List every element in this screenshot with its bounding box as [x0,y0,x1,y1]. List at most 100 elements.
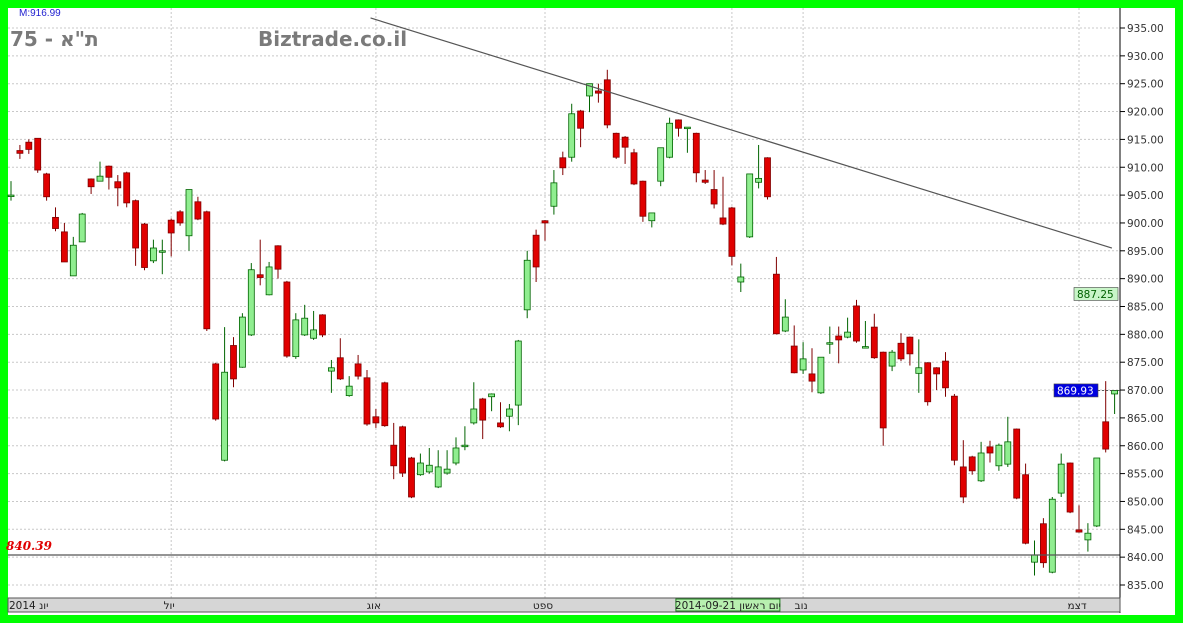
candle-body [230,345,237,380]
candle-body [968,456,976,472]
x-tick-label: יול [164,600,175,612]
candle-body [532,234,540,268]
candle-body [114,181,122,189]
candle-body [951,395,958,461]
candle-body [648,212,656,222]
y-tick-label: 890.00 [1127,274,1164,286]
candle [408,456,415,499]
candle [879,351,887,446]
candle [69,236,77,277]
candle [416,453,424,476]
candle-body [470,408,478,424]
candle [105,165,113,190]
candle-body [479,398,487,421]
candle [630,148,638,186]
y-tick-label: 875.00 [1127,357,1164,369]
candle-body [1084,532,1092,541]
candle [666,117,673,159]
candle [577,109,584,148]
candle-body [568,113,576,158]
y-tick-label: 880.00 [1127,329,1164,341]
candle-body [853,305,860,342]
candle-body [675,119,682,129]
candle [336,338,344,381]
candle-body [141,223,148,268]
candle-body [550,182,558,207]
candle [710,170,718,209]
candle [1013,428,1021,500]
candle [1048,496,1056,574]
candle [238,313,246,368]
candle-body [399,426,407,474]
candle-body [167,219,175,234]
candle [897,333,905,362]
candle [781,299,789,333]
candle-body [265,266,273,296]
candle [461,426,469,451]
x-axis: יונ 2014 יול אוג ספט נוב דצמ יום ראשון 2014-09… [7,597,1121,613]
candle-body [363,377,371,425]
candle [497,402,504,428]
price-marker-box [1073,287,1119,301]
candle-body [924,362,932,403]
y-tick-label: 870.00 [1127,385,1164,397]
cursor-date-label: יום ראשון 2014-09-21 [675,600,781,612]
candle [43,172,50,201]
x-tick-label: ספט [533,600,553,612]
y-tick-label: 905.00 [1127,190,1164,202]
max-value-label: M:916.99 [19,8,61,19]
price-markers: 887.25 869.93 [1053,287,1120,397]
candle-body [657,147,665,182]
y-tick-label: 900.00 [1127,218,1164,230]
candle-body [1093,457,1101,527]
candle [158,239,166,275]
candle-body [1048,498,1056,573]
candle-body [1022,474,1029,544]
candle-body [25,141,33,150]
candle-body [737,276,745,283]
candle-body [862,346,869,349]
candle [185,189,193,251]
candle-body [505,408,513,417]
trendline [370,17,1113,249]
candle [354,354,362,380]
x-tick-label: יונ 2014 [9,600,49,612]
candle [194,196,202,221]
candle [995,443,1003,471]
candle-body [639,180,647,217]
candle [301,304,309,337]
candle [488,393,496,412]
candle [61,222,68,263]
candle [719,176,727,226]
candle [141,222,148,271]
candle-body [381,382,389,427]
candle [212,362,220,421]
candle-body [781,316,789,332]
candle-body [986,446,994,454]
candle-body [443,468,451,474]
candle-body [69,244,77,277]
candle-body [541,220,549,224]
candle-body [826,342,834,345]
candle [1102,381,1110,453]
candle [1031,540,1038,576]
candle [132,199,140,266]
candle-body [630,152,638,185]
candle [977,441,985,482]
candle [381,381,389,427]
candle-body [488,393,496,398]
candle-body [345,385,353,397]
candle [746,173,754,238]
candle [230,337,237,388]
candle [96,161,104,182]
candle-body [158,250,166,253]
candle [114,175,122,207]
candle-body [790,345,798,374]
candle [256,239,264,286]
candle [221,327,229,462]
candle [274,245,282,279]
candle-body [78,213,86,243]
candle [505,403,513,432]
index-name: ת"א - 75 [10,27,99,51]
